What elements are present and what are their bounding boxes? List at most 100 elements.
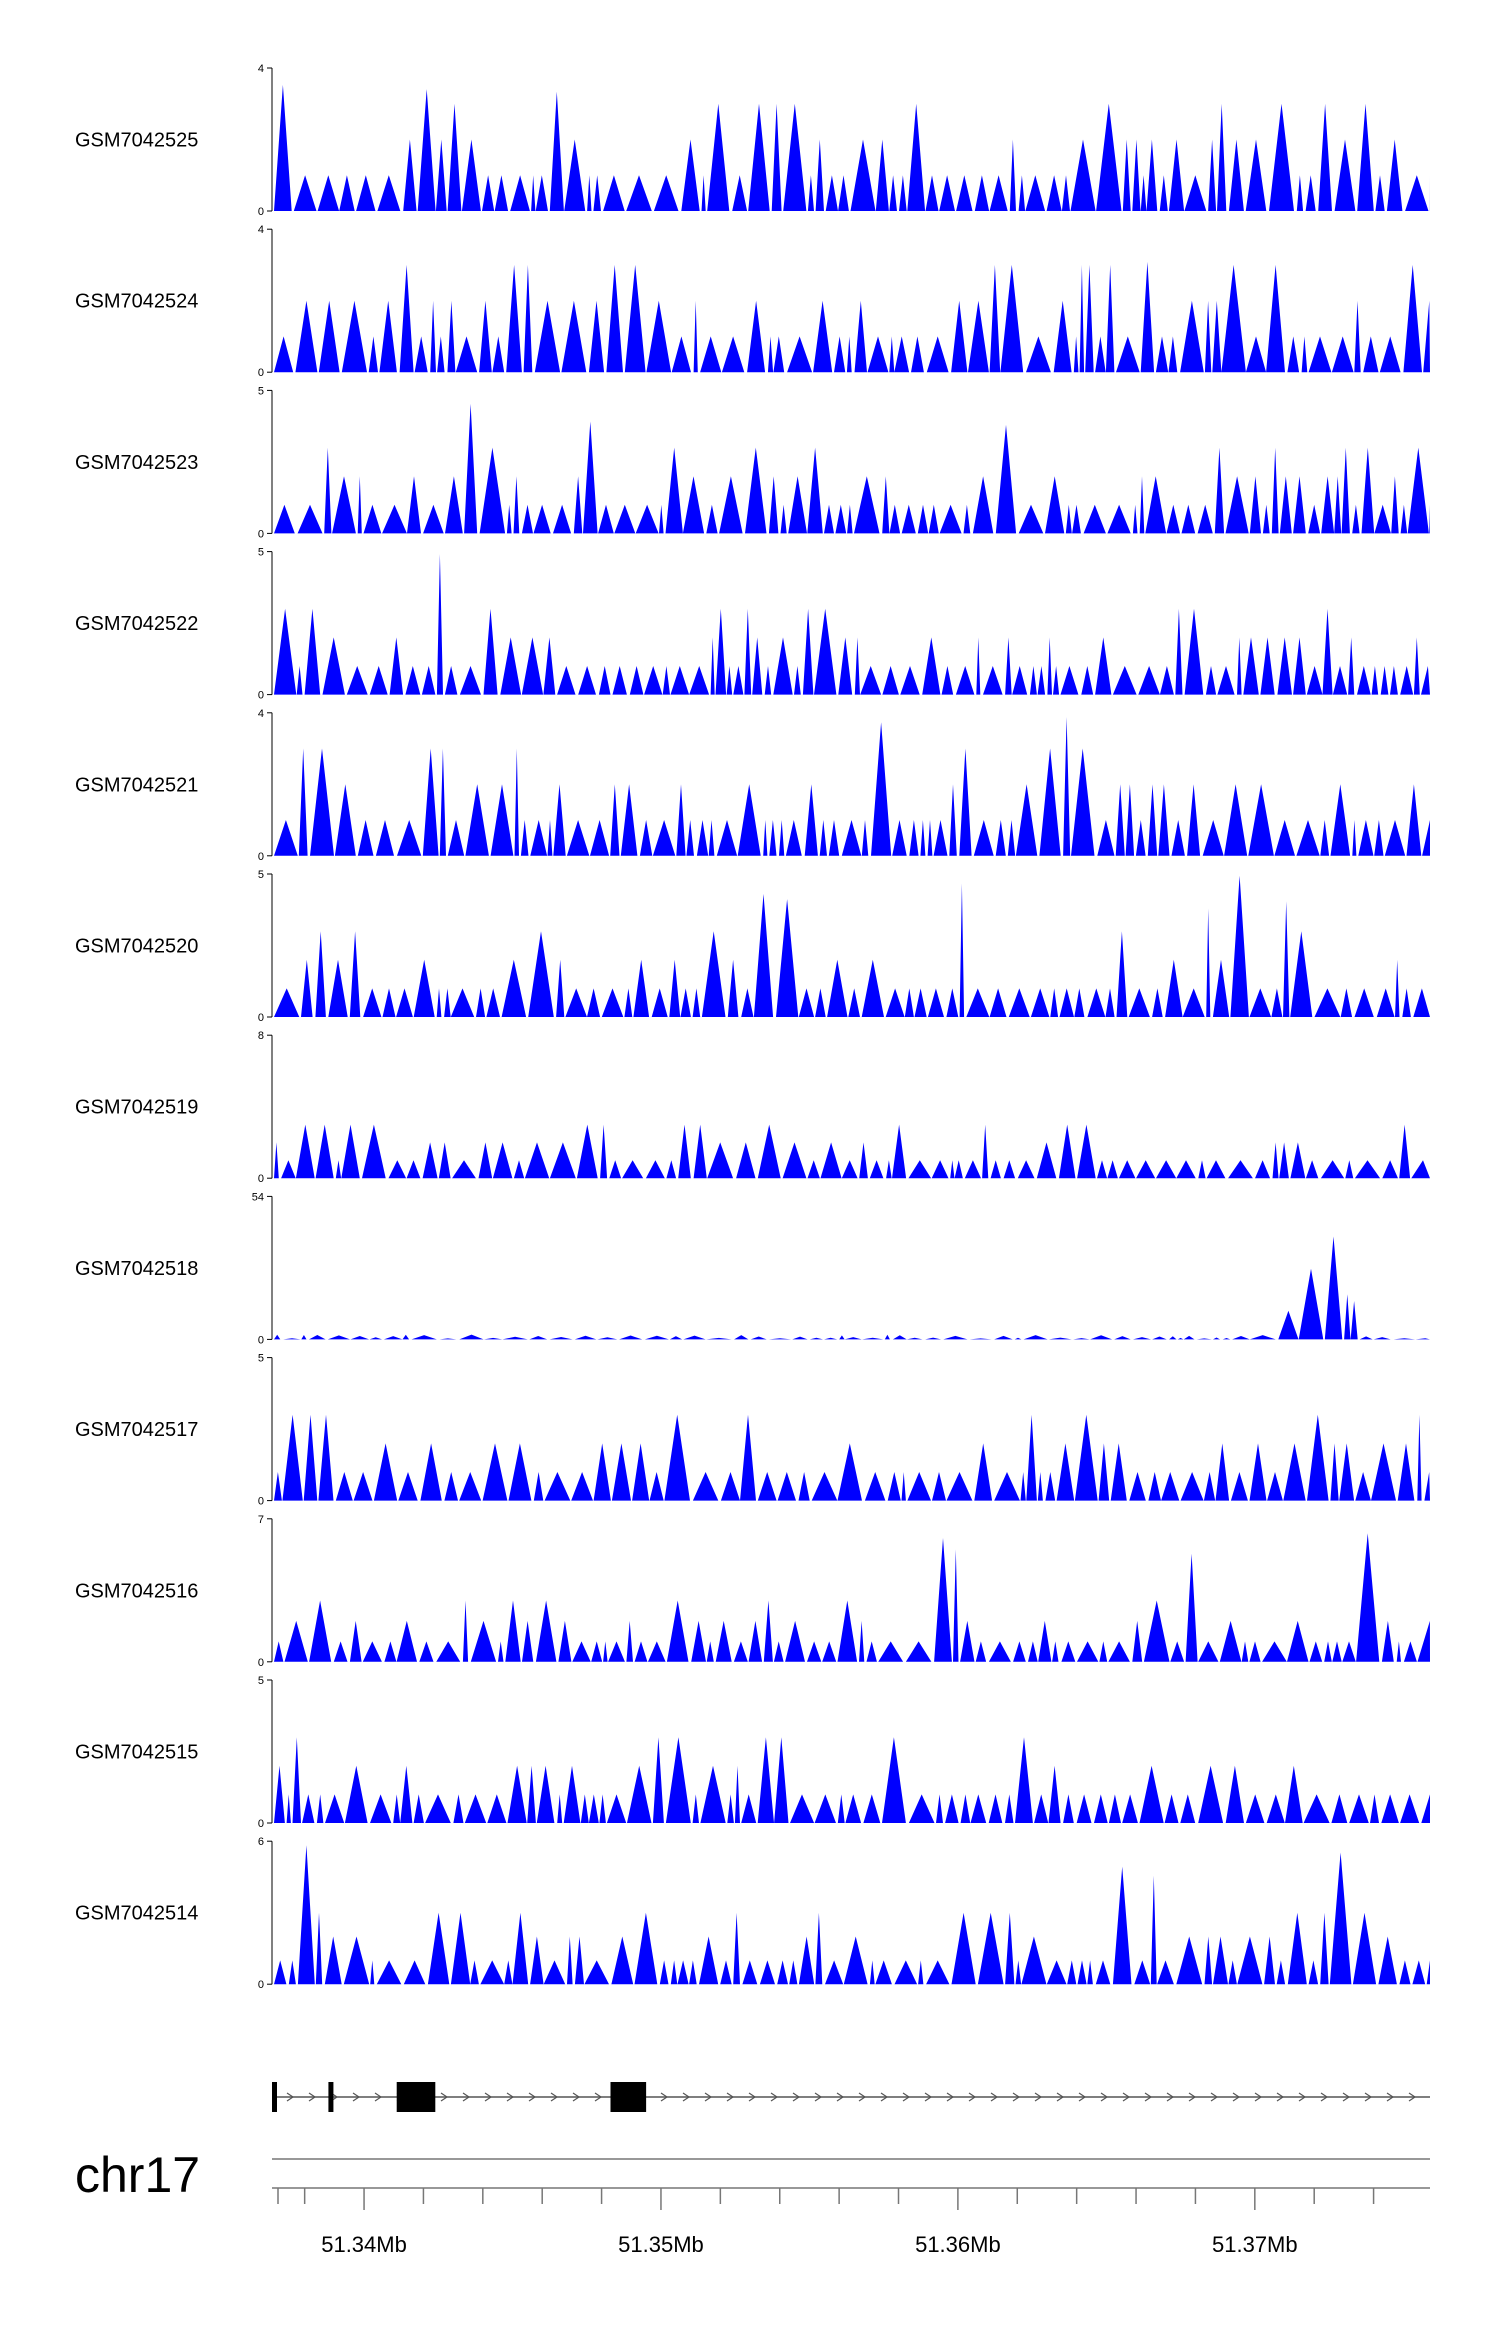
strand-arrow	[1298, 2092, 1307, 2102]
strand-arrow	[308, 2092, 317, 2102]
track-y-tick-label: 0	[258, 1818, 264, 1830]
track-y-tick-label: 7	[258, 1514, 264, 1526]
track-GSM7042523: GSM7042523 5 0	[75, 385, 1430, 540]
track-y-tick-label: 0	[258, 528, 264, 540]
axis-tick-label: 51.37Mb	[1212, 2232, 1298, 2257]
strand-arrow	[880, 2092, 889, 2102]
strand-arrow	[704, 2092, 713, 2102]
genome-axis: 51.34Mb 51.35Mb 51.36Mb 51.37Mb	[272, 2158, 1430, 2257]
strand-arrow	[1188, 2092, 1197, 2102]
track-GSM7042520: GSM7042520 5 0	[75, 869, 1430, 1024]
strand-arrow	[1254, 2092, 1263, 2102]
strand-arrow	[374, 2092, 383, 2102]
strand-arrow	[286, 2092, 295, 2102]
strand-arrow	[594, 2092, 603, 2102]
strand-arrow	[1012, 2092, 1021, 2102]
track-y-tick-label: 0	[258, 1657, 264, 1669]
track-y-tick-label: 0	[258, 690, 264, 702]
track-label: GSM7042520	[75, 936, 198, 958]
coverage-area	[272, 1124, 1430, 1179]
track-GSM7042524: GSM7042524 4 0	[75, 224, 1430, 379]
track-label: GSM7042516	[75, 1580, 198, 1602]
track-label: GSM7042515	[75, 1742, 198, 1764]
strand-arrow	[902, 2092, 911, 2102]
track-y-tick-label: 5	[258, 869, 264, 881]
strand-arrow	[1320, 2092, 1329, 2102]
strand-arrow	[1232, 2092, 1241, 2102]
track-y-tick-label: 5	[258, 547, 264, 559]
strand-arrow	[1276, 2092, 1285, 2102]
track-y-tick-label: 4	[258, 63, 264, 75]
strand-arrow	[1364, 2092, 1373, 2102]
strand-arrow	[528, 2092, 537, 2102]
strand-arrow	[1210, 2092, 1219, 2102]
coverage-area	[272, 1737, 1430, 1823]
track-y-tick-label: 4	[258, 708, 264, 720]
track-GSM7042516: GSM7042516 7 0	[75, 1514, 1430, 1669]
coverage-area	[272, 1533, 1430, 1662]
strand-arrow	[1100, 2092, 1109, 2102]
track-y-tick-label: 0	[258, 206, 264, 218]
strand-arrow	[990, 2092, 999, 2102]
strand-arrow	[748, 2092, 757, 2102]
track-label: GSM7042519	[75, 1097, 198, 1119]
track-GSM7042522: GSM7042522 5 0	[75, 547, 1430, 702]
track-label: GSM7042522	[75, 613, 198, 635]
track-y-tick-label: 0	[258, 1173, 264, 1185]
coverage-area	[272, 554, 1430, 695]
coverage-tracks: GSM704252540GSM704252440GSM704252350GSM7…	[75, 63, 1430, 1991]
gene-exon	[396, 2082, 436, 2112]
strand-arrow	[1056, 2092, 1065, 2102]
strand-arrow	[440, 2092, 449, 2102]
axis-tick-label: 51.35Mb	[618, 2232, 704, 2257]
coverage-area	[272, 1236, 1430, 1340]
track-label: GSM7042525	[75, 130, 198, 152]
coverage-area	[272, 1414, 1430, 1501]
strand-arrow	[1078, 2092, 1087, 2102]
track-y-tick-label: 4	[258, 224, 264, 236]
track-y-tick-label: 5	[258, 1675, 264, 1687]
strand-arrow	[550, 2092, 559, 2102]
track-y-tick-label: 5	[258, 385, 264, 397]
strand-arrow	[924, 2092, 933, 2102]
track-y-tick-label: 6	[258, 1836, 264, 1848]
track-y-tick-label: 0	[258, 367, 264, 379]
gene-model-track	[272, 2082, 1430, 2112]
coverage-area	[272, 84, 1430, 211]
strand-arrow	[506, 2092, 515, 2102]
gene-exon	[610, 2082, 647, 2112]
track-y-tick-label: 0	[258, 1334, 264, 1346]
strand-arrow	[814, 2092, 823, 2102]
strand-arrow	[1386, 2092, 1395, 2102]
track-GSM7042514: GSM7042514 6 0	[75, 1836, 1430, 1991]
strand-arrow	[1034, 2092, 1043, 2102]
coverage-area	[272, 717, 1430, 856]
track-label: GSM7042514	[75, 1903, 198, 1925]
strand-arrow	[1342, 2092, 1351, 2102]
strand-arrow	[462, 2092, 471, 2102]
strand-arrow	[836, 2092, 845, 2102]
coverage-area	[272, 1845, 1430, 1985]
strand-arrow	[352, 2092, 361, 2102]
coverage-area	[272, 875, 1430, 1017]
coverage-area	[272, 403, 1430, 534]
coverage-area	[272, 261, 1430, 373]
strand-arrow	[726, 2092, 735, 2102]
track-GSM7042518: GSM7042518 54 0	[75, 1191, 1430, 1346]
strand-arrow	[660, 2092, 669, 2102]
strand-arrow	[946, 2092, 955, 2102]
track-GSM7042515: GSM7042515 5 0	[75, 1675, 1430, 1830]
strand-arrow	[572, 2092, 581, 2102]
track-GSM7042525: GSM7042525 4 0	[75, 63, 1430, 218]
track-label: GSM7042518	[75, 1258, 198, 1280]
axis-tick-label: 51.34Mb	[321, 2232, 407, 2257]
gene-exon	[272, 2082, 277, 2112]
strand-arrow	[484, 2092, 493, 2102]
strand-arrow	[1122, 2092, 1131, 2102]
track-GSM7042521: GSM7042521 4 0	[75, 708, 1430, 863]
track-GSM7042519: GSM7042519 8 0	[75, 1030, 1430, 1185]
track-label: GSM7042523	[75, 452, 198, 474]
track-y-tick-label: 0	[258, 1979, 264, 1991]
track-y-tick-label: 8	[258, 1030, 264, 1042]
